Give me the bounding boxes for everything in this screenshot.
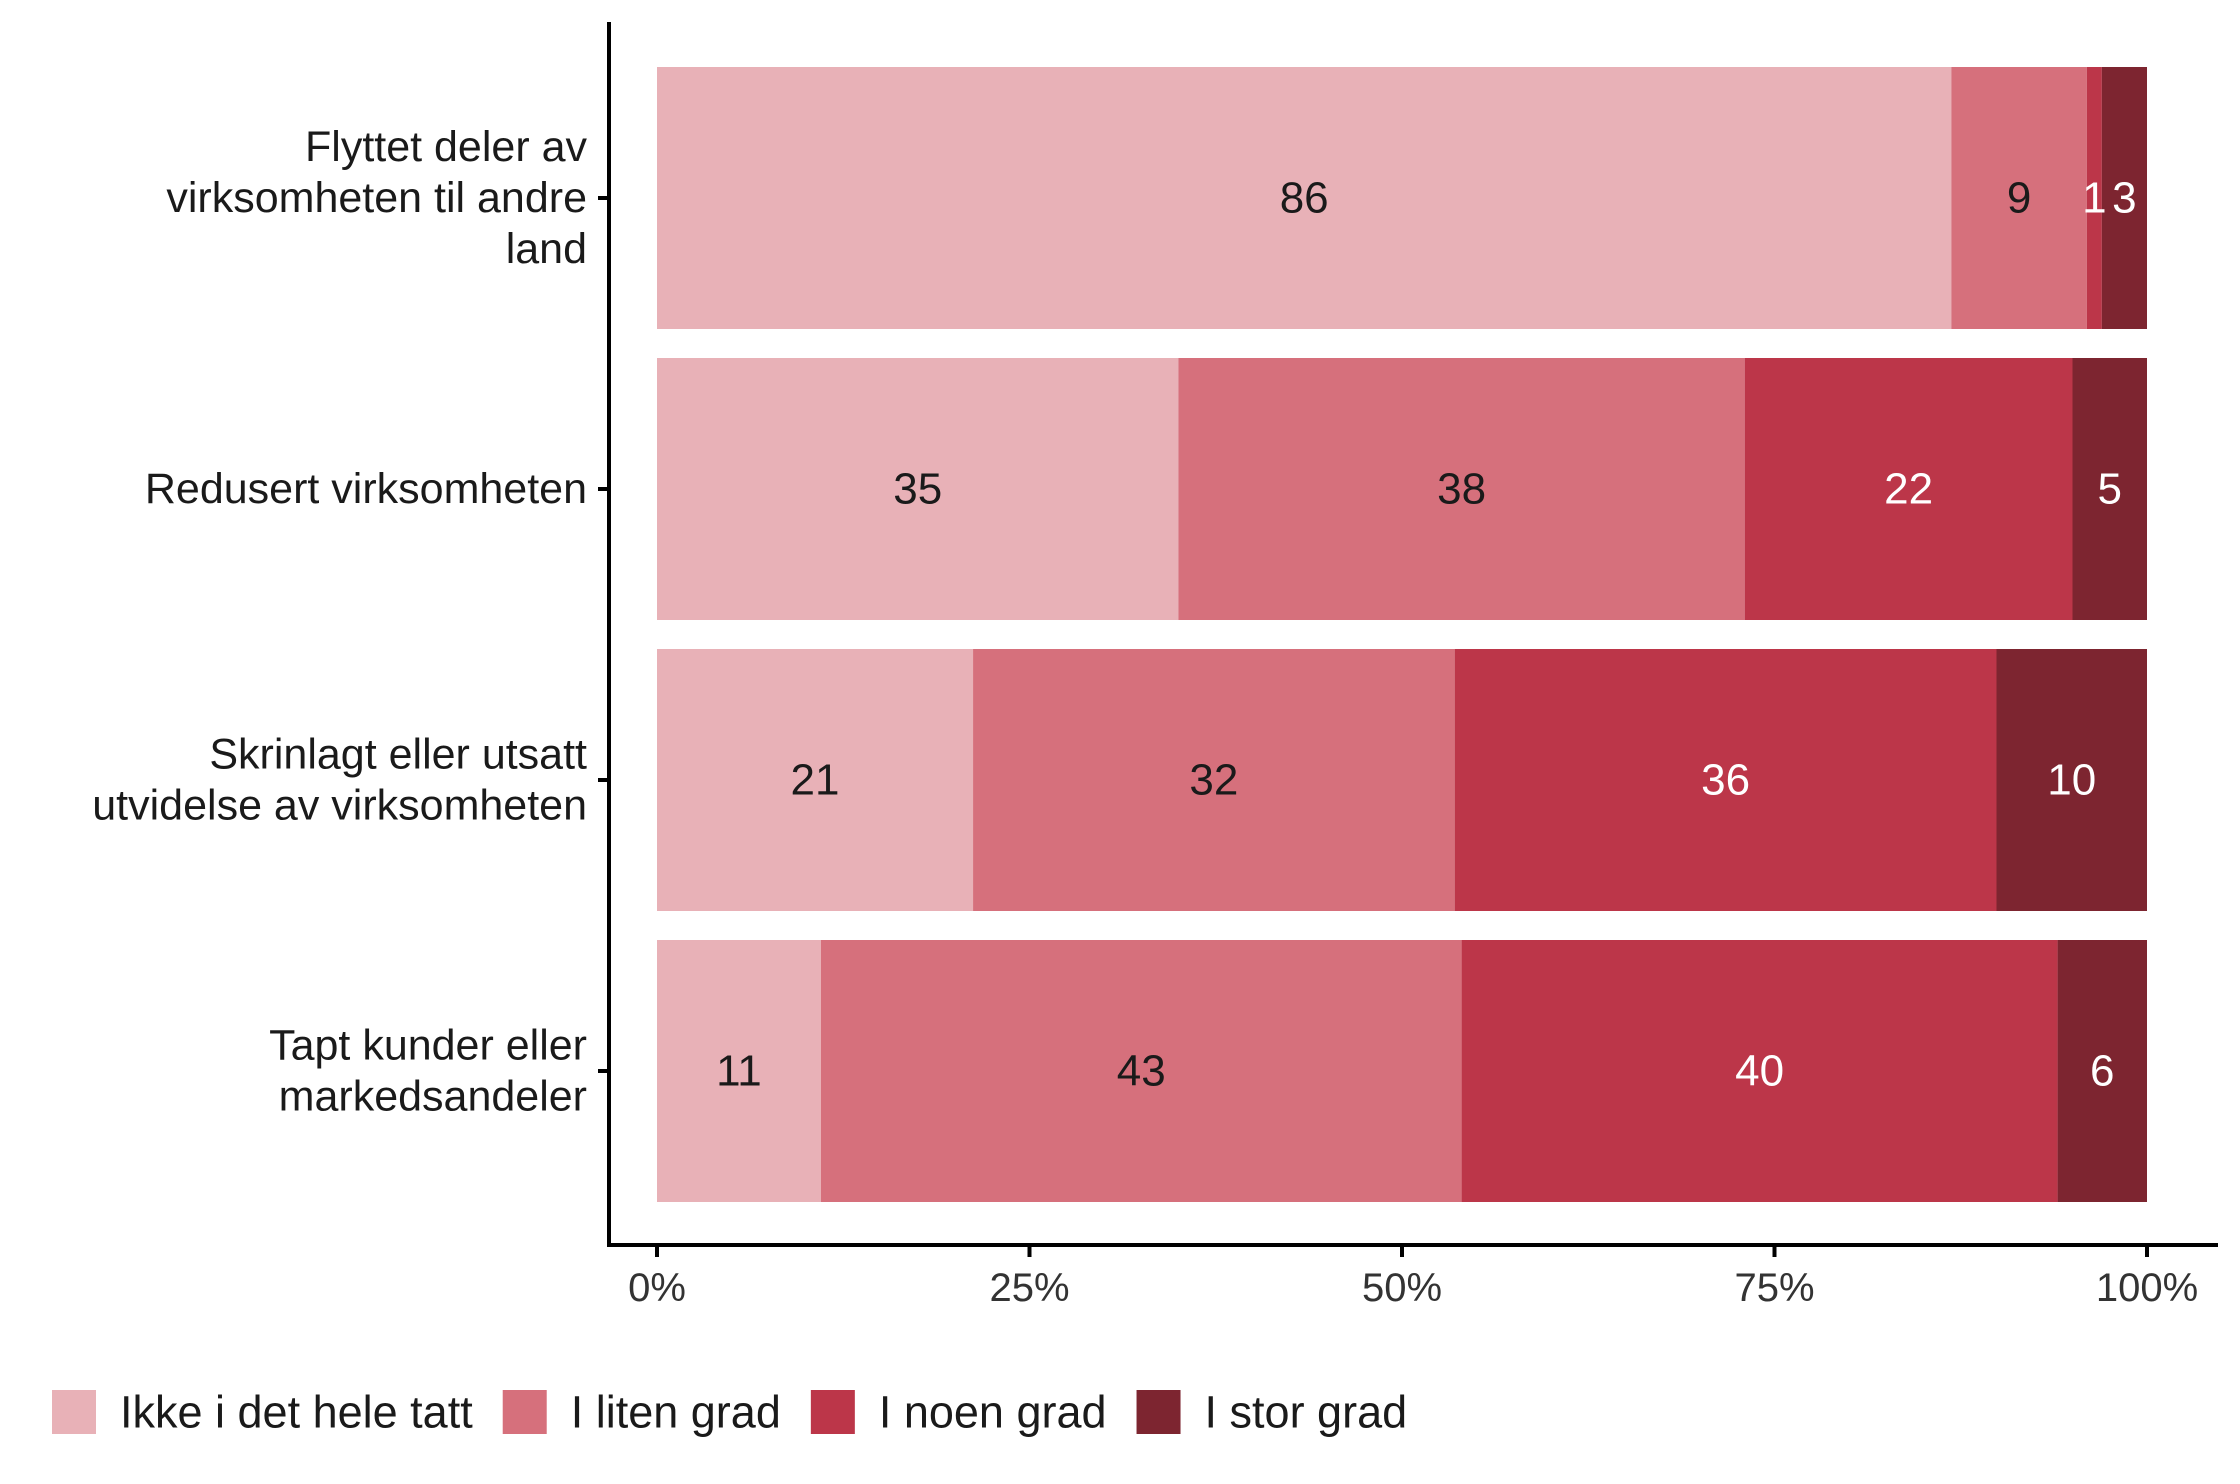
bar-segment <box>1461 940 2058 1202</box>
bar-segment <box>2101 67 2147 329</box>
x-tick-label: 100% <box>2096 1266 2198 1310</box>
data-label: 86 <box>1280 174 1329 223</box>
data-label: 10 <box>2047 756 2096 805</box>
category-label: markedsandeler <box>279 1073 587 1121</box>
category-label: utvidelse av virksomheten <box>92 782 587 830</box>
category-label: Skrinlagt eller utsatt <box>209 731 587 779</box>
data-label: 3 <box>2112 174 2136 223</box>
data-label: 40 <box>1735 1047 1784 1096</box>
bar-segment <box>973 649 1455 911</box>
legend-swatch <box>1136 1390 1181 1434</box>
legend-swatch <box>502 1390 547 1434</box>
bar-segment <box>1178 358 1745 620</box>
legend-label: I stor grad <box>1205 1387 1408 1438</box>
bar-segment <box>657 67 1952 329</box>
data-label: 11 <box>716 1047 762 1096</box>
bar-segment <box>1454 649 1997 911</box>
data-label: 9 <box>2007 174 2031 223</box>
bar-segment <box>2072 358 2147 620</box>
bar-segment <box>1996 649 2147 911</box>
category-label: Redusert virksomheten <box>145 465 587 513</box>
data-labels-layer: 86 9 1 3 35 38 22 5 21 32 36 10 11 43 40 6 <box>716 174 2137 1096</box>
category-label: Flyttet deler av <box>305 123 587 171</box>
data-label: 21 <box>791 756 840 805</box>
legend-swatch <box>810 1390 855 1434</box>
data-label: 6 <box>2090 1047 2114 1096</box>
legend-label: I liten grad <box>571 1387 781 1438</box>
legend-label: I noen grad <box>879 1387 1107 1438</box>
x-tick-label: 75% <box>1734 1266 1814 1310</box>
legend: Ikke i det hele tatt I liten grad I noen g… <box>52 1387 1407 1438</box>
data-label: 36 <box>1701 756 1750 805</box>
category-label: virksomheten til andre <box>166 174 587 222</box>
data-label: 35 <box>893 465 942 514</box>
data-label: 5 <box>2098 465 2122 514</box>
x-tick-label: 0% <box>628 1266 686 1310</box>
bars-layer <box>657 67 2147 1202</box>
bar-segment <box>657 940 821 1202</box>
data-label: 22 <box>1884 465 1933 514</box>
data-label: 32 <box>1189 756 1238 805</box>
bar-segment <box>2057 940 2147 1202</box>
bar-segment <box>657 358 1179 620</box>
bar-segment <box>2086 67 2102 329</box>
data-label: 38 <box>1437 465 1486 514</box>
bar-segment <box>1744 358 2073 620</box>
bar-segment <box>1951 67 2087 329</box>
category-label: land <box>506 225 587 273</box>
legend-label: Ikke i det hele tatt <box>120 1387 473 1438</box>
axes-layer: 0% 25% 50% 75% 100% <box>598 22 2218 1310</box>
category-label: Tapt kunder eller <box>269 1022 587 1070</box>
x-tick-label: 50% <box>1362 1266 1442 1310</box>
data-label: 43 <box>1117 1047 1166 1096</box>
bar-segment <box>820 940 1462 1202</box>
bar-segment <box>657 649 974 911</box>
legend-swatch <box>52 1390 96 1434</box>
data-label: 1 <box>2082 174 2106 223</box>
x-tick-label: 25% <box>989 1266 1069 1310</box>
